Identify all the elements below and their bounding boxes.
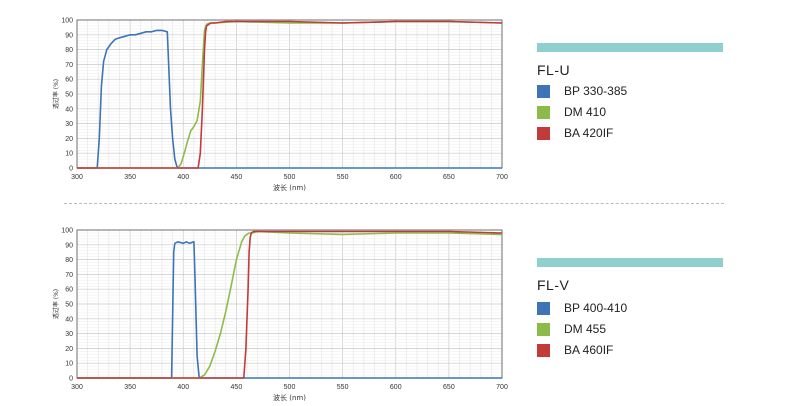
x-tick-label: 500 — [284, 384, 296, 391]
series-line — [77, 241, 502, 379]
x-tick-label: 700 — [496, 174, 508, 181]
x-tick-label: 550 — [337, 384, 349, 391]
series-line — [77, 230, 503, 379]
series-line — [77, 230, 503, 379]
y-tick-label: 30 — [65, 331, 73, 338]
y-tick-label: 40 — [65, 106, 73, 113]
y-tick-label: 60 — [65, 287, 73, 294]
legend-item: BA 460IF — [537, 343, 613, 357]
y-tick-label: 40 — [65, 316, 73, 323]
y-tick-label: 50 — [65, 92, 73, 99]
x-tick-label: 700 — [496, 384, 508, 391]
legend-item: DM 410 — [537, 105, 606, 119]
legend-swatch-green — [537, 105, 550, 119]
x-tick-label: 550 — [337, 174, 349, 181]
legend-label: BA 420IF — [564, 126, 614, 140]
section-divider — [64, 203, 724, 204]
x-tick-label: 350 — [124, 384, 136, 391]
y-tick-label: 50 — [65, 302, 73, 309]
y-tick-label: 80 — [65, 47, 73, 54]
legend-title: FL-U — [537, 62, 571, 78]
series-line — [77, 29, 502, 169]
x-tick-label: 450 — [231, 174, 243, 181]
x-axis-label: 波长 (nm) — [273, 183, 306, 192]
legend-item: DM 455 — [537, 322, 606, 336]
x-tick-label: 650 — [443, 174, 455, 181]
legend-label: BP 330-385 — [564, 84, 628, 98]
x-tick-label: 500 — [284, 174, 296, 181]
legend-title: FL-V — [537, 277, 570, 293]
x-tick-label: 400 — [177, 174, 189, 181]
legend-swatch-blue — [537, 84, 550, 98]
x-tick-label: 650 — [443, 384, 455, 391]
y-tick-label: 90 — [65, 242, 73, 249]
y-tick-label: 30 — [65, 121, 73, 128]
x-tick-label: 350 — [124, 174, 136, 181]
x-tick-label: 600 — [390, 384, 402, 391]
legend-swatch-green — [537, 322, 550, 336]
y-tick-label: 70 — [65, 272, 73, 279]
legend-item: BP 400-410 — [537, 301, 627, 315]
legend-swatch-red — [537, 126, 550, 140]
y-axis-label: 透过率 (%) — [52, 289, 60, 319]
y-tick-label: 20 — [65, 136, 73, 143]
legend-label: BA 460IF — [564, 343, 614, 357]
legend-label: DM 410 — [564, 105, 607, 119]
y-tick-label: 20 — [65, 346, 73, 353]
legend-accent-bar — [537, 43, 723, 52]
y-tick-label: 10 — [65, 361, 73, 368]
legend-swatch-red — [537, 343, 550, 357]
legend-item: BP 330-385 — [537, 84, 627, 98]
legend-accent-bar — [537, 258, 723, 267]
x-tick-label: 300 — [71, 174, 83, 181]
y-tick-label: 70 — [65, 62, 73, 69]
legend-item: BA 420IF — [537, 126, 613, 140]
series-line — [77, 20, 503, 169]
y-tick-label: 10 — [65, 151, 73, 158]
legend-label: BP 400-410 — [564, 301, 628, 315]
y-tick-label: 90 — [65, 32, 73, 39]
legend-label: DM 455 — [564, 322, 607, 336]
legend-swatch-blue — [537, 301, 550, 315]
y-tick-label: 0 — [69, 376, 73, 383]
y-tick-label: 0 — [69, 166, 73, 173]
x-axis-label: 波长 (nm) — [273, 393, 306, 402]
y-tick-label: 100 — [61, 228, 73, 235]
y-tick-label: 60 — [65, 77, 73, 84]
x-tick-label: 450 — [231, 384, 243, 391]
x-tick-label: 400 — [177, 384, 189, 391]
y-axis-label: 透过率 (%) — [52, 79, 60, 109]
y-tick-label: 80 — [65, 257, 73, 264]
x-tick-label: 600 — [390, 174, 402, 181]
y-tick-label: 100 — [61, 18, 73, 25]
x-tick-label: 300 — [71, 384, 83, 391]
